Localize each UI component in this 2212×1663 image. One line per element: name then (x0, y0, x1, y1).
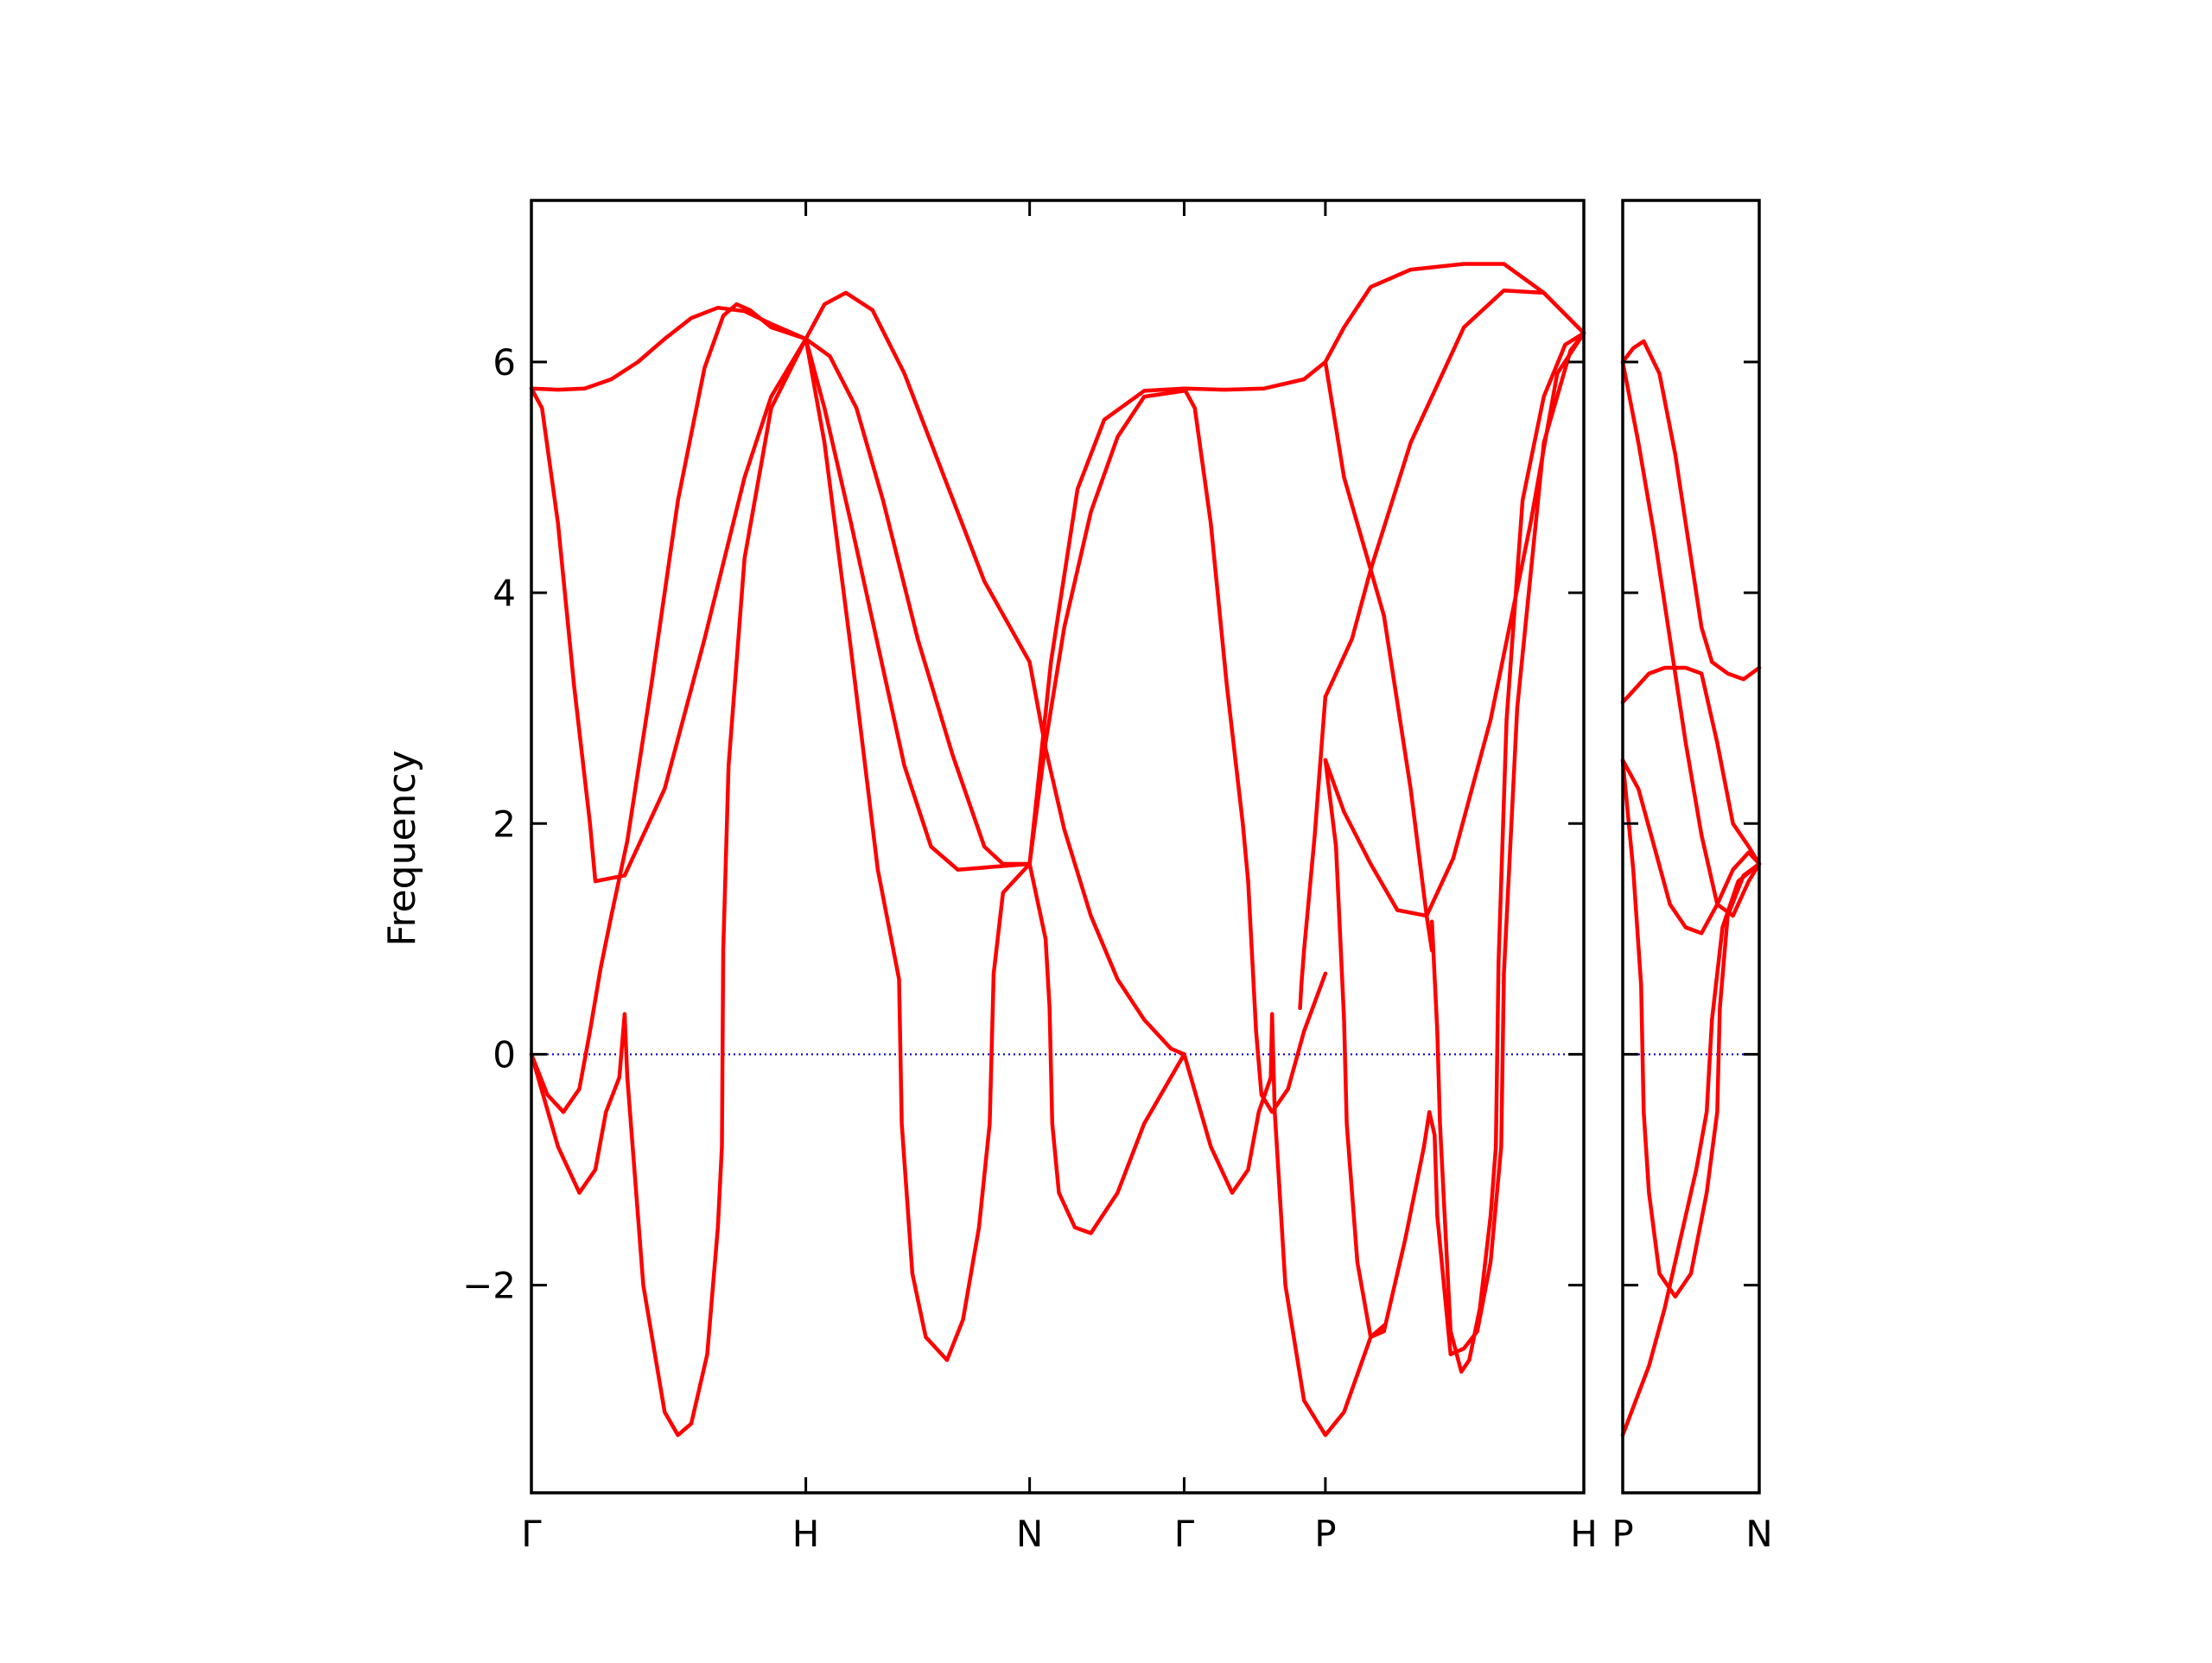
band-line-8 (804, 337, 1186, 872)
y-tick-label: 6 (493, 341, 516, 384)
band-line-16 (1298, 695, 1328, 1011)
band-line-6 (1620, 861, 1762, 1438)
y-tick-label: 4 (493, 572, 516, 614)
x-tick-label: H (792, 1513, 820, 1555)
band-line-11 (1182, 1012, 1386, 1438)
band-line-5 (1620, 758, 1762, 1299)
x-tick-label: Γ (1174, 1513, 1195, 1555)
band-line-4 (529, 337, 808, 1438)
band-line-10 (1182, 386, 1328, 1114)
x-tick-label: P (1611, 1513, 1633, 1555)
y-tick-label: −2 (462, 1265, 516, 1307)
band-line-2 (1620, 359, 1762, 918)
x-tick-label: Γ (521, 1513, 542, 1555)
band-line-12 (1323, 359, 1434, 953)
band-line-4 (1620, 758, 1762, 936)
band-line-15 (1323, 331, 1586, 1356)
x-tick-label: P (1314, 1513, 1336, 1555)
x-tick-label: H (1570, 1513, 1598, 1555)
band-line-5 (804, 337, 1186, 1362)
band-line-17 (1429, 331, 1586, 1374)
panel-frame (530, 199, 1586, 1495)
x-tick-label: N (1016, 1513, 1043, 1555)
x-tick-label: N (1745, 1513, 1772, 1555)
band-line-14 (1323, 331, 1586, 918)
band-line-6 (804, 337, 1186, 866)
y-axis-label: Frequency (380, 750, 424, 946)
panel-frame (1621, 199, 1761, 1495)
y-tick-label: 2 (493, 803, 516, 845)
band-line-3 (529, 301, 808, 1114)
band-line-3 (1620, 665, 1762, 866)
panel-1: Γ H N Γ P H −2 0 2 4 6 (462, 199, 1598, 1555)
band-line-9 (1182, 262, 1586, 392)
y-tick-label: 0 (493, 1033, 516, 1076)
band-line-7 (804, 290, 1186, 1057)
band-line-1 (1620, 339, 1762, 682)
band-line-13 (1323, 288, 1586, 699)
band-line-2 (529, 337, 808, 884)
